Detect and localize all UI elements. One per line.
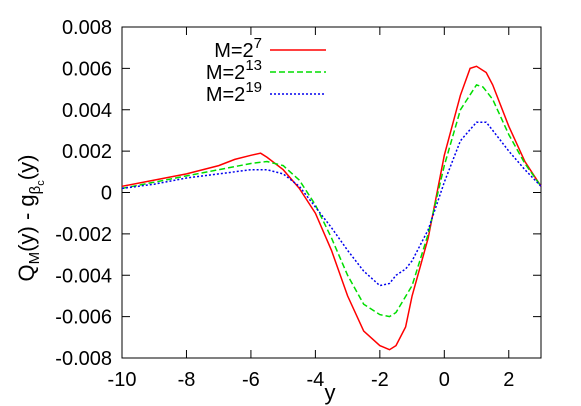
x-axis-label: y [325, 380, 336, 405]
legend-label-exponent: 7 [254, 35, 262, 52]
ticks [121, 26, 541, 359]
legend-label-3: M=219 [206, 79, 262, 106]
y-axis-label-subsub-b: c [35, 180, 47, 186]
x-tick-label: 0 [439, 369, 450, 391]
x-tick-label: 2 [503, 369, 514, 391]
legend-label-base: M=2 [206, 84, 245, 106]
y-tick-label: -0.002 [55, 224, 112, 246]
legend-label-base: M=2 [214, 40, 253, 62]
legend-label-exponent: 19 [245, 79, 262, 96]
tick-labels: -10 -8 -6 -4 -2 0 2 -0.008 -0.006 -0.004 -0.002 0 0.… [55, 17, 514, 391]
x-tick-label: -6 [242, 369, 260, 391]
x-tick-label: -8 [178, 369, 196, 391]
y-tick-label: 0.008 [62, 17, 112, 39]
y-axis-label-sub-a: M [26, 252, 43, 265]
x-tick-label: -2 [371, 369, 389, 391]
series-line-1 [121, 65, 542, 351]
y-axis-label-a: Q [14, 264, 39, 281]
legend-label-2: M=213 [206, 57, 262, 84]
y-axis-label-sub-b: β [27, 185, 44, 194]
y-tick-label: 0 [101, 183, 112, 205]
series-layer [121, 65, 542, 351]
x-tick-label: -10 [108, 369, 137, 391]
y-tick-label: 0.002 [62, 141, 112, 163]
y-tick-label: -0.004 [55, 265, 112, 287]
y-tick-label: 0.004 [62, 100, 112, 122]
legend-label-1: M=27 [214, 35, 262, 62]
y-tick-label: 0.006 [62, 58, 112, 80]
y-axis-label-b: (y) - g [14, 194, 39, 251]
series-line-3 [121, 121, 542, 287]
plot-frame [121, 26, 542, 359]
y-tick-label: -0.006 [55, 307, 112, 329]
y-tick-label: -0.008 [55, 348, 112, 370]
y-axis-label: QM(y) - gβc(y) [14, 155, 47, 282]
y-axis-label-c: (y) [14, 155, 39, 181]
legend-label-exponent: 13 [245, 57, 262, 74]
legend-label-base: M=2 [206, 62, 245, 84]
series-line-2 [121, 84, 542, 318]
x-tick-label: -4 [306, 369, 324, 391]
